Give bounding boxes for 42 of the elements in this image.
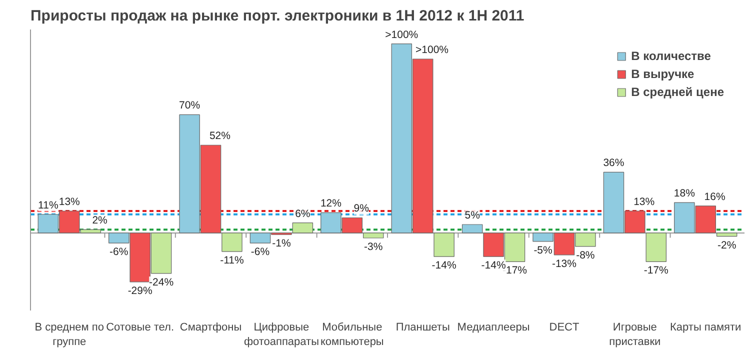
data-label: -6% [110,246,128,258]
data-label: 13% [58,196,80,208]
x-tick-label: Планшеты [396,322,450,334]
data-label: -11% [220,254,244,267]
data-label: 36% [603,157,624,170]
x-tick-label: Медиаплееры [457,322,530,334]
data-label: 13% [634,196,655,208]
data-label: 6% [295,208,310,220]
data-label: 16% [704,190,726,203]
x-tick-label: Цифровые фотоаппараты [244,322,320,348]
data-label: -13% [552,258,576,270]
x-tick-label: В среднем по группе [34,322,104,348]
x-tick-label: Игровые приставки [609,322,661,348]
chart-title: Приросты продаж на рынке порт. электроники в 1H 2012 к 1H 2011 [30,8,524,24]
data-label: -8% [576,249,595,262]
data-label: 11% [38,199,58,212]
data-label: -3% [364,241,383,254]
data-label: 9% [354,202,369,215]
data-label: 5% [464,210,480,222]
data-label: 18% [674,188,695,200]
data-label: -14% [432,260,456,272]
data-label: -2% [717,239,736,252]
data-label: 12% [320,198,342,210]
x-tick-label: Мобильные компьютеры [320,322,384,348]
legend-label: В количестве [631,49,711,63]
data-label: >100% [385,28,418,41]
data-label: 52% [209,130,230,142]
x-tick-label: Сотовые тел. [106,322,174,334]
data-label: 2% [92,214,108,227]
legend-label: В выручке [631,67,694,81]
x-tick-label: DECT [549,322,580,334]
data-label: >100% [416,44,449,56]
data-label: -6% [250,246,270,258]
data-label: 70% [179,100,200,112]
data-label: -17% [644,264,668,277]
x-tick-label: Карты памяти [670,322,742,334]
data-label: -14% [481,260,506,272]
data-label: -5% [534,244,552,256]
data-label: -1% [272,238,291,250]
data-label: -24% [149,276,174,288]
legend-label: В средней цене [631,85,724,99]
x-tick-label: Смартфоны [180,322,242,334]
